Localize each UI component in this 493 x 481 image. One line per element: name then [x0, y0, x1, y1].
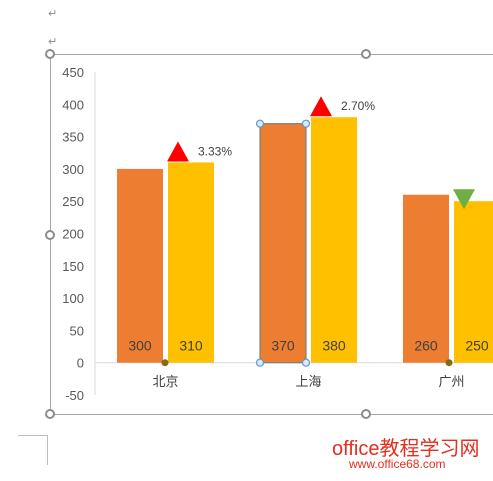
- up-arrow-icon: [167, 141, 189, 162]
- data-point-handle[interactable]: [255, 358, 265, 367]
- selected-bar-outline: [259, 123, 307, 364]
- bar[interactable]: [403, 194, 449, 363]
- y-tick-label: 400: [62, 97, 84, 112]
- watermark-title: office教程学习网: [332, 438, 480, 460]
- y-tick-label: -50: [65, 388, 84, 403]
- bar-data-label: 370: [271, 338, 295, 354]
- y-tick-label: 0: [77, 356, 84, 371]
- y-tick-label: 300: [62, 162, 84, 177]
- up-arrow-icon: [310, 96, 332, 117]
- resize-handle-bottom-middle[interactable]: [361, 409, 371, 419]
- bar[interactable]: [311, 117, 357, 363]
- line-point-marker[interactable]: [161, 359, 169, 367]
- bar-data-label: 300: [128, 338, 152, 354]
- watermark-url: www.office68.com: [349, 457, 446, 471]
- y-tick-label: 350: [62, 130, 84, 145]
- resize-handle-top-left[interactable]: [45, 49, 55, 59]
- bar[interactable]: [168, 162, 214, 363]
- bar[interactable]: [117, 168, 163, 363]
- chart-frame-top: [50, 54, 493, 55]
- bar-data-label: 260: [414, 338, 438, 354]
- x-category-label: 北京: [152, 375, 178, 390]
- data-point-handle[interactable]: [255, 119, 265, 128]
- bar[interactable]: [454, 201, 493, 363]
- y-tick-label: 50: [70, 323, 84, 338]
- bar-data-label: 380: [322, 338, 346, 354]
- crop-corner-vertical: [47, 435, 48, 465]
- data-point-handle[interactable]: [301, 358, 311, 367]
- line-point-marker[interactable]: [445, 359, 453, 367]
- change-percent-label: 2.70%: [341, 99, 375, 113]
- y-tick-label: 100: [62, 291, 84, 306]
- resize-handle-bottom-left[interactable]: [45, 409, 55, 419]
- change-percent-label: 3.33%: [198, 144, 232, 158]
- data-point-handle[interactable]: [301, 119, 311, 128]
- resize-handle-middle-left[interactable]: [45, 230, 55, 240]
- bar-data-label: 310: [179, 338, 203, 354]
- x-category-label: 上海: [295, 375, 321, 390]
- y-tick-label: 250: [62, 194, 84, 209]
- crop-corner-horizontal: [18, 435, 47, 436]
- chart-frame-bottom: [50, 414, 493, 415]
- x-category-label: 广州: [438, 375, 464, 390]
- resize-handle-top-middle[interactable]: [361, 49, 371, 59]
- paragraph-mark-2: ↵: [48, 35, 58, 48]
- y-tick-label: 450: [62, 65, 84, 80]
- bar-data-label: 250: [465, 338, 489, 354]
- paragraph-mark-1: ↵: [48, 7, 58, 20]
- y-tick-label: 150: [62, 259, 84, 274]
- y-tick-label: 200: [62, 227, 84, 242]
- bar[interactable]: [260, 123, 306, 363]
- down-arrow-icon: [453, 189, 475, 210]
